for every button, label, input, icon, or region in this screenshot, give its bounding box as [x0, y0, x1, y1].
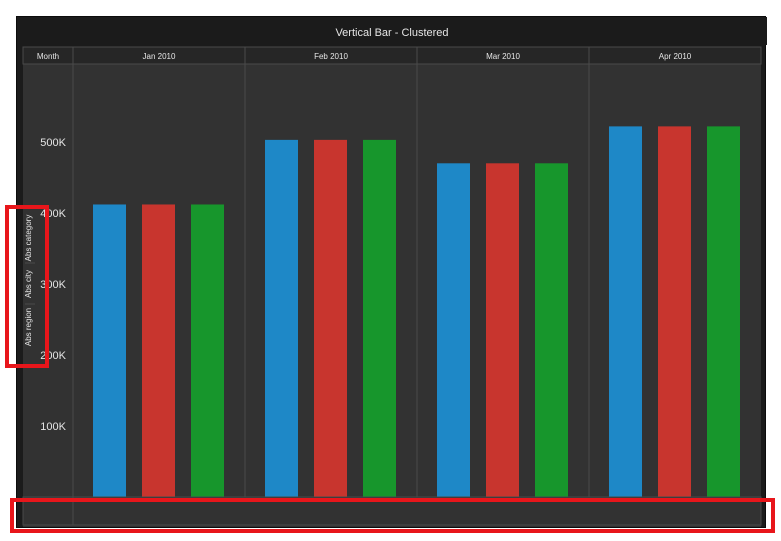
bar-abs-city[interactable]	[486, 163, 519, 498]
legend-item: Abs city	[24, 270, 33, 298]
category-labels: Jan 2010 Feb 2010 Mar 2010 Apr 2010	[143, 52, 692, 61]
legend-item: Abs region	[24, 308, 33, 346]
bar-abs-region[interactable]	[707, 126, 740, 497]
category-label: Jan 2010	[143, 52, 176, 61]
column-header-row	[22, 46, 762, 65]
header-month-label: Month	[37, 52, 59, 61]
bar-abs-category[interactable]	[93, 204, 126, 498]
chart-title: Vertical Bar - Clustered	[335, 27, 448, 39]
legend-label: Abs region	[24, 308, 33, 346]
bar-abs-city[interactable]	[314, 139, 347, 497]
column-separators	[72, 47, 590, 497]
bar-abs-category[interactable]	[265, 139, 298, 497]
legend-label: Abs category	[24, 215, 33, 262]
legend-label: Abs city	[24, 270, 33, 298]
bar-abs-city[interactable]	[142, 204, 175, 498]
annotation-box-bottom	[10, 498, 775, 533]
bar-abs-category[interactable]	[609, 126, 642, 497]
y-tick-label: 500K	[40, 137, 66, 149]
title-bar	[17, 17, 767, 45]
chart-canvas: Vertical Bar - Clustered Month Jan 2010 F…	[17, 17, 767, 527]
bar-abs-category[interactable]	[437, 163, 470, 498]
category-label: Mar 2010	[486, 52, 520, 61]
bar-abs-region[interactable]	[191, 204, 224, 498]
annotation-box-legend	[5, 205, 49, 368]
legend-item: Abs category	[24, 215, 33, 262]
bar-abs-city[interactable]	[658, 126, 691, 497]
bar-abs-region[interactable]	[363, 139, 396, 497]
bar-abs-region[interactable]	[535, 163, 568, 498]
bars	[93, 126, 740, 498]
chart-frame: Vertical Bar - Clustered Month Jan 2010 F…	[16, 16, 767, 528]
category-label: Apr 2010	[659, 52, 692, 61]
y-tick-label: 100K	[40, 421, 66, 433]
legend: Abs category Abs city Abs region	[24, 215, 35, 346]
category-label: Feb 2010	[314, 52, 348, 61]
